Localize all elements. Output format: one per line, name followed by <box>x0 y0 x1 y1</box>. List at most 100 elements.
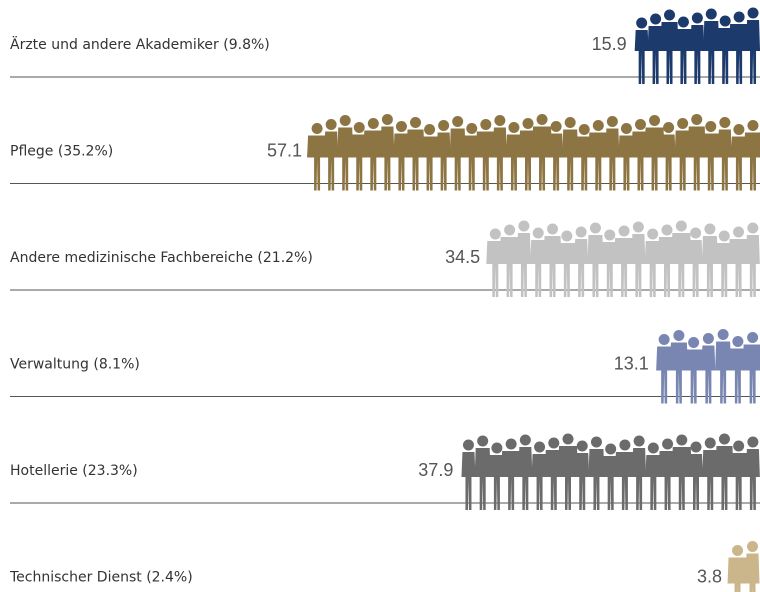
person-head <box>463 440 474 451</box>
person-head <box>354 122 365 133</box>
person-head <box>490 229 501 240</box>
person-head <box>688 337 699 348</box>
person-head <box>593 120 604 131</box>
person-head <box>747 120 758 131</box>
person-head <box>747 223 758 234</box>
person-head <box>477 436 488 447</box>
person-head <box>692 13 703 24</box>
value-label: 13.1 <box>614 353 649 373</box>
person-head <box>705 438 716 449</box>
person-head <box>649 115 660 126</box>
pictogram-bar <box>635 8 760 85</box>
value-label: 34.5 <box>445 247 480 267</box>
person-head <box>677 118 688 129</box>
person-head <box>576 227 587 238</box>
person-head <box>504 225 515 236</box>
value-label: 15.9 <box>592 34 627 54</box>
chart: Ärzte und andere Akademiker (9.8%)15.9Pf… <box>0 0 760 592</box>
pictogram-bar <box>656 329 760 404</box>
person-head <box>506 439 517 450</box>
person-head <box>537 114 548 125</box>
person-head <box>579 124 590 135</box>
person-head <box>410 117 421 128</box>
person-head <box>522 118 533 129</box>
person-head <box>733 124 744 135</box>
person-head <box>547 224 558 235</box>
value-label: 37.9 <box>418 460 453 480</box>
person-head <box>732 336 743 347</box>
person-head <box>396 121 407 132</box>
person-head <box>561 231 572 242</box>
person-head <box>747 541 758 552</box>
pictogram-bar <box>486 221 760 298</box>
person-head <box>633 222 644 233</box>
person-head <box>577 441 588 452</box>
person-head <box>312 123 323 134</box>
person-head <box>676 221 687 232</box>
person-head <box>661 225 672 236</box>
person-head <box>619 440 630 451</box>
person-head <box>703 333 714 344</box>
person-head <box>533 228 544 239</box>
person-head <box>491 443 502 454</box>
person-head <box>326 119 337 130</box>
person-head <box>508 122 519 133</box>
person-head <box>368 118 379 129</box>
value-label: 57.1 <box>267 140 302 160</box>
person-head <box>691 114 702 125</box>
person-head <box>647 229 658 240</box>
pictogram-bar <box>461 434 760 511</box>
person-head <box>663 122 674 133</box>
value-label: 3.8 <box>697 566 722 586</box>
person-head <box>734 12 745 23</box>
person-head <box>662 439 673 450</box>
person-head <box>676 435 687 446</box>
person-head <box>591 437 602 448</box>
person-head <box>748 8 759 19</box>
person-head <box>605 444 616 455</box>
person-head <box>678 17 689 28</box>
person-head <box>706 9 717 20</box>
person-head <box>604 230 615 241</box>
person-head <box>636 18 647 29</box>
person-head <box>607 116 618 127</box>
category-label: Hotellerie (23.3%) <box>10 463 138 479</box>
person-head <box>480 119 491 130</box>
category-label: Pflege (35.2%) <box>10 144 113 160</box>
person-head <box>634 436 645 447</box>
category-label: Verwaltung (8.1%) <box>10 357 140 373</box>
person-head <box>438 120 449 131</box>
person-head <box>691 442 702 453</box>
person-head <box>747 332 758 343</box>
person-head <box>659 334 670 345</box>
person-head <box>548 438 559 449</box>
person-head <box>650 14 661 25</box>
person-head <box>534 442 545 453</box>
person-head <box>466 123 477 134</box>
person-head <box>733 441 744 452</box>
person-head <box>551 121 562 132</box>
person-head <box>619 226 630 237</box>
person-head <box>733 227 744 238</box>
person-head <box>565 117 576 128</box>
category-label: Technischer Dienst (2.4%) <box>9 570 193 586</box>
person-head <box>719 117 730 128</box>
person-head <box>520 435 531 446</box>
person-head <box>382 114 393 125</box>
person-head <box>732 545 743 556</box>
person-head <box>494 115 505 126</box>
pictogram-bar <box>728 541 760 592</box>
person-head <box>563 434 574 445</box>
person-head <box>719 434 730 445</box>
person-head <box>452 116 463 127</box>
person-head <box>664 10 675 21</box>
person-head <box>705 121 716 132</box>
person-head <box>719 231 730 242</box>
person-head <box>673 330 684 341</box>
category-label: Andere medizinische Fachbereiche (21.2%) <box>10 250 313 266</box>
person-head <box>590 223 601 234</box>
person-head <box>621 123 632 134</box>
person-head <box>518 221 529 232</box>
person-head <box>340 115 351 126</box>
person-head <box>747 437 758 448</box>
